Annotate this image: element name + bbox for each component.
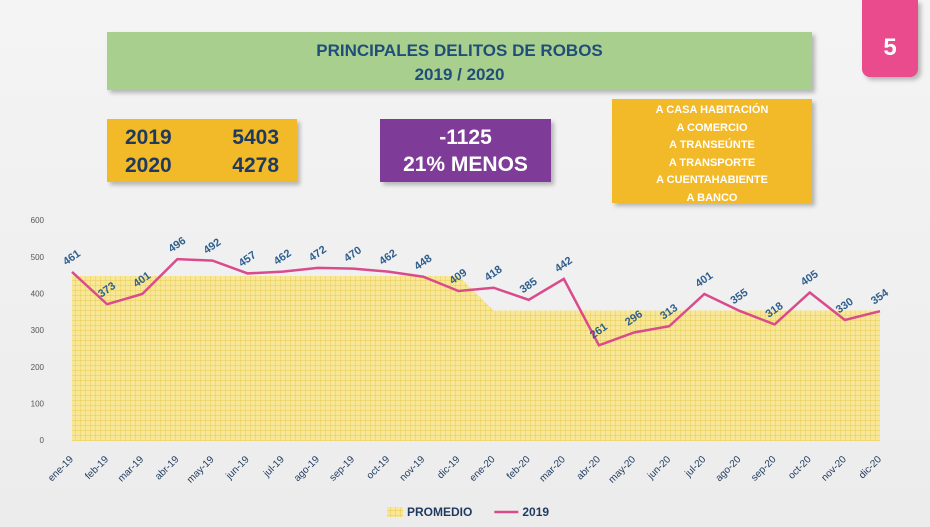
data-label: 405 — [799, 268, 821, 288]
x-tick-label: sep-19 — [328, 454, 358, 484]
x-tick-label: ene-20 — [468, 454, 498, 484]
y-tick-label: 200 — [31, 363, 45, 372]
x-tick-label: ago-19 — [292, 454, 322, 484]
year: 2020 — [125, 154, 172, 177]
x-tick-label: feb-19 — [83, 454, 111, 482]
data-label: 354 — [869, 286, 892, 307]
legend-label: PROMEDIO — [407, 505, 472, 519]
x-tick-label: oct-19 — [365, 454, 393, 482]
data-label: 492 — [202, 236, 224, 256]
stats-row: 2020 4278 — [107, 152, 297, 180]
y-tick-label: 500 — [31, 253, 45, 262]
year: 2019 — [125, 126, 172, 149]
data-label: 472 — [307, 244, 329, 264]
x-tick-label: jun-20 — [645, 454, 673, 482]
x-tick-label: may-20 — [607, 454, 639, 486]
x-tick-label: mar-20 — [538, 454, 568, 484]
data-label: 462 — [272, 247, 294, 267]
legend-label: 2019 — [522, 505, 549, 519]
data-label: 401 — [693, 270, 715, 290]
data-label: 470 — [342, 244, 364, 264]
x-tick-label: mar-19 — [116, 454, 146, 484]
category-item: A BANCO — [686, 191, 738, 204]
legend-swatch — [387, 507, 403, 517]
x-tick-label: jun-19 — [223, 454, 251, 482]
category-list: A CASA HABITACIÓN A COMERCIO A TRANSEÚNTE A… — [612, 99, 812, 204]
x-tick-label: sep-20 — [749, 454, 779, 484]
difference-box: -1125 21% MENOS — [380, 119, 551, 182]
difference-value: -1125 — [439, 126, 492, 149]
y-tick-label: 100 — [31, 399, 45, 408]
data-label: 496 — [166, 235, 188, 255]
x-tick-label: feb-20 — [505, 454, 533, 482]
data-label: 355 — [728, 287, 750, 307]
category-item: A CUENTAHABIENTE — [656, 174, 768, 186]
x-tick-label: dic-19 — [435, 454, 462, 481]
x-tick-label: ago-20 — [714, 454, 744, 484]
x-tick-label: nov-20 — [819, 454, 849, 484]
x-tick-label: ene-19 — [46, 454, 76, 484]
average-area — [72, 276, 880, 441]
x-tick-label: abr-19 — [153, 454, 182, 483]
data-label: 442 — [553, 255, 575, 275]
category-item: A TRANSEÚNTE — [669, 139, 755, 151]
total: 4278 — [232, 154, 279, 177]
stats-box: 2019 5403 2020 4278 — [107, 119, 297, 182]
x-tick-label: abr-20 — [575, 454, 604, 483]
data-label: 448 — [412, 252, 434, 272]
y-tick-label: 600 — [31, 216, 45, 225]
series-line — [71, 257, 881, 347]
data-label: 462 — [377, 247, 399, 267]
y-tick-label: 400 — [31, 289, 45, 298]
subtitle: 2019 / 2020 — [414, 65, 505, 84]
title: PRINCIPALES DELITOS DE ROBOS — [316, 41, 603, 60]
x-tick-label: nov-19 — [398, 454, 428, 484]
difference-label: 21% MENOS — [403, 153, 528, 176]
y-tick-label: 0 — [40, 436, 45, 445]
category-item: A COMERCIO — [676, 121, 748, 134]
total: 5403 — [232, 126, 279, 149]
x-tick-label: jul-19 — [261, 454, 287, 480]
data-label: 457 — [237, 249, 259, 269]
x-tick-label: oct-20 — [786, 454, 814, 482]
category-item: A CASA HABITACIÓN — [655, 104, 769, 116]
title-box: PRINCIPALES DELITOS DE ROBOS 2019 / 2020 — [107, 32, 812, 90]
x-tick-label: dic-20 — [857, 454, 884, 481]
y-tick-label: 300 — [31, 326, 45, 335]
stats-row: 2019 5403 — [107, 124, 297, 152]
category-item: A TRANSPORTE — [668, 156, 756, 169]
x-tick-label: may-19 — [185, 454, 217, 486]
page-number: 5 — [862, 0, 918, 77]
x-tick-label: jul-20 — [683, 454, 709, 480]
data-label: 418 — [483, 263, 505, 283]
data-label: 461 — [61, 248, 83, 268]
data-label: 385 — [518, 276, 540, 296]
